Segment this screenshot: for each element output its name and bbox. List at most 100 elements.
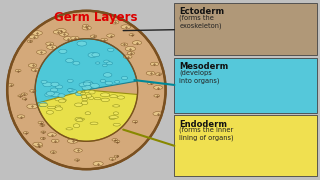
Ellipse shape (129, 34, 134, 36)
Ellipse shape (75, 117, 82, 121)
Ellipse shape (79, 83, 87, 87)
Ellipse shape (51, 82, 59, 86)
Polygon shape (37, 90, 138, 141)
Text: Germ Layers: Germ Layers (54, 11, 138, 24)
Ellipse shape (86, 94, 92, 98)
Polygon shape (35, 39, 137, 116)
Ellipse shape (68, 89, 74, 92)
Ellipse shape (156, 73, 162, 75)
Ellipse shape (153, 112, 163, 116)
Ellipse shape (46, 42, 54, 46)
Ellipse shape (74, 149, 82, 152)
Ellipse shape (73, 124, 80, 128)
Ellipse shape (69, 89, 77, 93)
Ellipse shape (100, 79, 106, 82)
Ellipse shape (82, 85, 92, 90)
Ellipse shape (55, 85, 63, 89)
Ellipse shape (107, 62, 112, 65)
Ellipse shape (58, 94, 65, 97)
Text: (develops
into organs): (develops into organs) (179, 69, 220, 84)
Ellipse shape (109, 117, 116, 119)
Ellipse shape (83, 24, 89, 27)
Ellipse shape (76, 119, 83, 122)
Ellipse shape (47, 133, 56, 137)
Ellipse shape (80, 93, 86, 95)
Ellipse shape (112, 139, 118, 141)
Ellipse shape (115, 80, 120, 83)
Ellipse shape (154, 94, 160, 97)
Ellipse shape (52, 94, 59, 97)
Ellipse shape (132, 120, 138, 123)
Ellipse shape (109, 116, 118, 119)
Ellipse shape (84, 90, 93, 93)
Ellipse shape (101, 38, 108, 41)
Ellipse shape (82, 87, 87, 90)
Ellipse shape (67, 89, 72, 91)
Ellipse shape (55, 105, 60, 108)
Ellipse shape (90, 122, 98, 125)
Ellipse shape (114, 140, 120, 143)
Ellipse shape (82, 98, 88, 101)
Ellipse shape (15, 69, 21, 72)
Ellipse shape (38, 121, 44, 124)
Ellipse shape (50, 88, 58, 92)
Ellipse shape (111, 21, 119, 24)
Ellipse shape (39, 103, 48, 107)
Ellipse shape (53, 30, 62, 34)
Bar (174, 58, 317, 112)
Ellipse shape (51, 92, 60, 97)
Text: Ectoderm: Ectoderm (179, 7, 224, 16)
Ellipse shape (47, 106, 56, 109)
Ellipse shape (110, 95, 117, 98)
Ellipse shape (64, 37, 72, 40)
Ellipse shape (95, 62, 100, 64)
Ellipse shape (8, 84, 14, 86)
Ellipse shape (59, 99, 66, 103)
Ellipse shape (29, 35, 38, 39)
Ellipse shape (83, 87, 87, 90)
Ellipse shape (41, 80, 47, 84)
Ellipse shape (40, 124, 45, 126)
Ellipse shape (77, 41, 87, 46)
Ellipse shape (146, 71, 155, 75)
Ellipse shape (41, 131, 46, 133)
Ellipse shape (67, 139, 78, 143)
Ellipse shape (31, 68, 39, 71)
Ellipse shape (117, 96, 124, 99)
Ellipse shape (108, 48, 114, 51)
Ellipse shape (154, 86, 163, 89)
Ellipse shape (66, 128, 73, 130)
Ellipse shape (27, 104, 37, 109)
Ellipse shape (55, 98, 64, 101)
Ellipse shape (94, 98, 101, 100)
Ellipse shape (35, 144, 43, 147)
Ellipse shape (55, 107, 63, 111)
Ellipse shape (102, 64, 107, 67)
Ellipse shape (121, 25, 131, 29)
Ellipse shape (125, 46, 136, 51)
Text: (forms the
exoskeleton): (forms the exoskeleton) (179, 14, 222, 29)
Ellipse shape (68, 79, 73, 82)
Ellipse shape (77, 91, 82, 93)
Ellipse shape (60, 32, 68, 36)
Ellipse shape (73, 61, 80, 65)
Ellipse shape (18, 95, 23, 97)
Ellipse shape (43, 82, 52, 87)
Ellipse shape (51, 139, 59, 143)
Ellipse shape (89, 96, 94, 100)
Ellipse shape (76, 92, 83, 96)
Ellipse shape (33, 142, 42, 146)
Ellipse shape (23, 132, 28, 134)
Ellipse shape (17, 115, 25, 118)
Text: Mesoderm: Mesoderm (179, 62, 228, 71)
Ellipse shape (45, 93, 52, 97)
Ellipse shape (83, 81, 92, 86)
Ellipse shape (90, 83, 99, 88)
Bar (174, 115, 317, 176)
Ellipse shape (28, 64, 37, 67)
Ellipse shape (40, 137, 45, 140)
Ellipse shape (124, 55, 132, 58)
Ellipse shape (127, 52, 134, 55)
Ellipse shape (71, 36, 79, 40)
Ellipse shape (104, 60, 109, 63)
